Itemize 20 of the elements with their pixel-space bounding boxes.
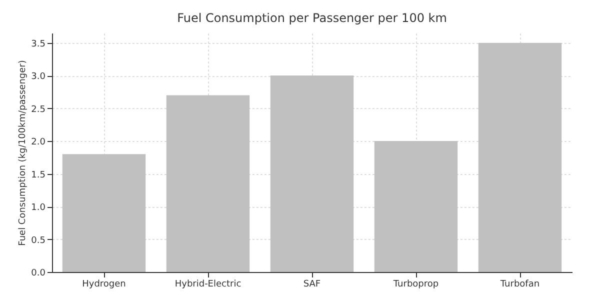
y-tick-label: 0.0	[31, 268, 46, 278]
y-tick-label: 0.5	[31, 236, 46, 246]
bar	[478, 42, 562, 272]
x-tick-label: SAF	[303, 280, 321, 290]
chart-title: Fuel Consumption per Passenger per 100 km	[177, 11, 447, 25]
bar	[62, 154, 146, 272]
bar	[166, 95, 250, 272]
y-tick-label: 2.0	[31, 138, 46, 148]
y-tick-label: 3.5	[31, 39, 46, 50]
bar	[270, 76, 354, 272]
y-tick-label: 3.0	[31, 72, 46, 82]
y-tick-label: 2.5	[31, 104, 46, 115]
y-axis-title: Fuel Consumption (kg/100km/passenger)	[18, 60, 28, 246]
x-tick-label: Hybrid-Electric	[174, 280, 242, 290]
y-tick-label: 1.0	[31, 203, 46, 214]
x-tick-label: Turboprop	[392, 280, 439, 290]
bar	[374, 141, 458, 272]
x-tick-label: Hydrogen	[82, 280, 126, 290]
y-tick-label: 1.5	[31, 170, 46, 180]
x-tick-label: Turbofan	[499, 280, 540, 290]
